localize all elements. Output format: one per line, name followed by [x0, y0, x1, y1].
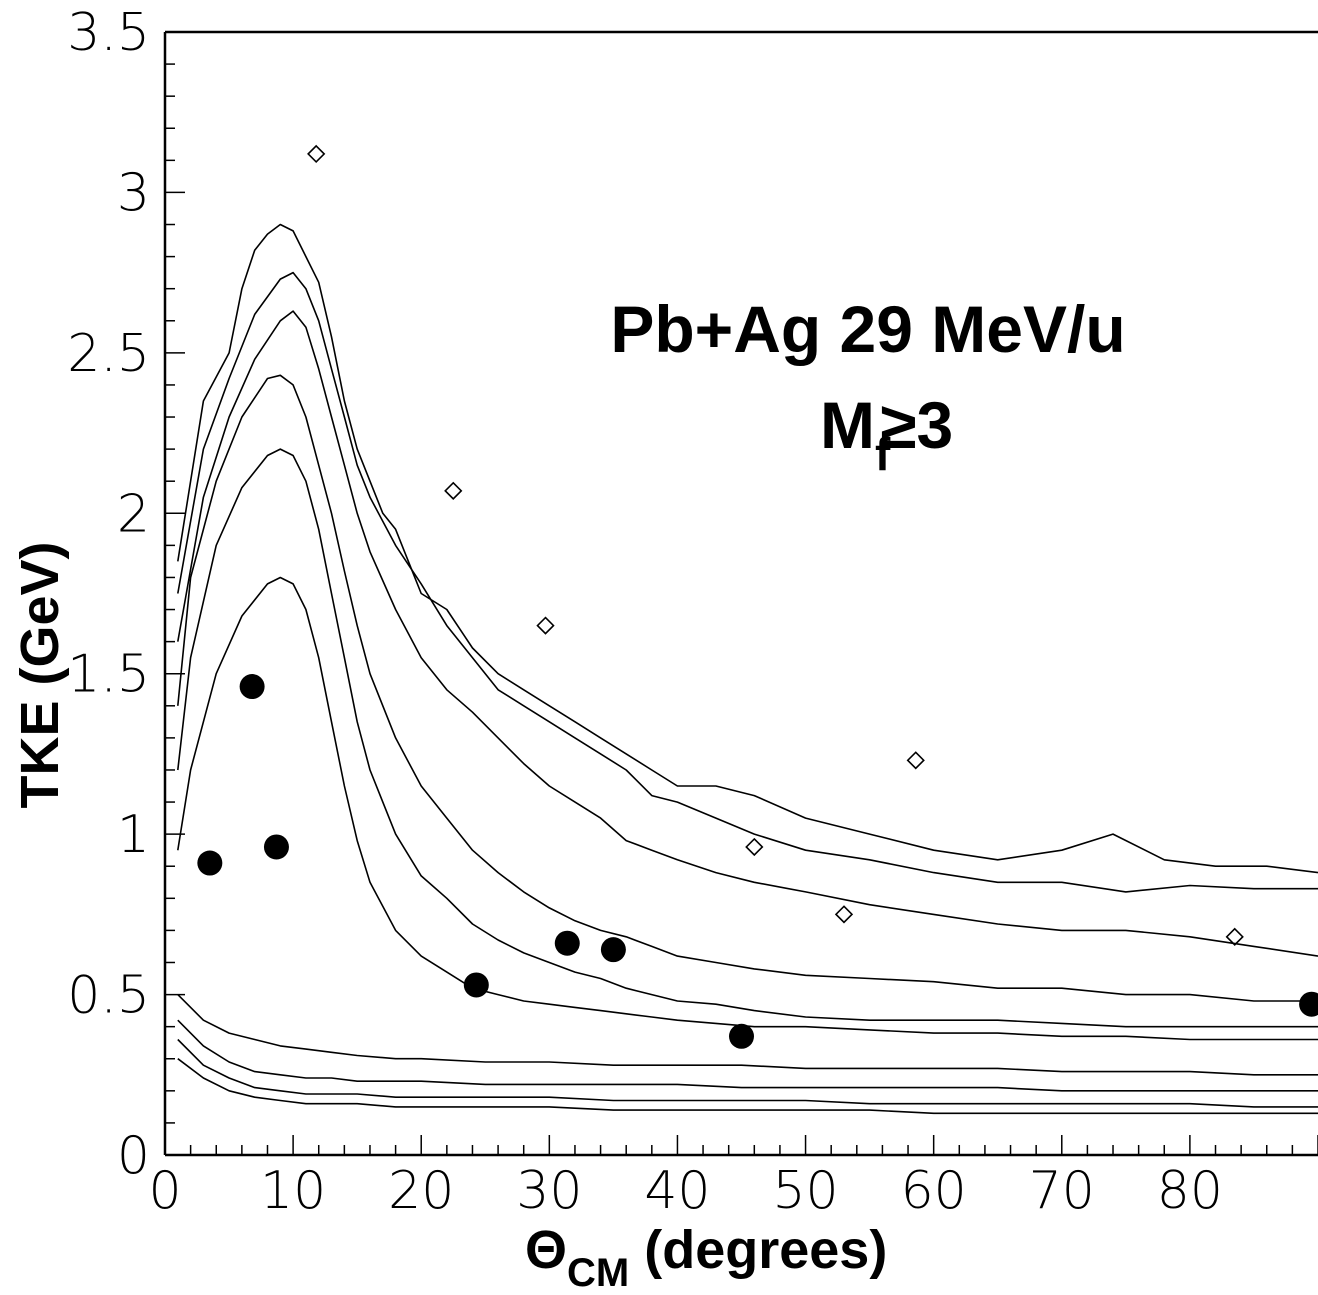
x-tick-label: 60	[901, 1161, 967, 1221]
contour-level-6	[177, 576, 1318, 1041]
y-tick-label: 1.5	[67, 645, 150, 705]
contour-level-5	[177, 448, 1318, 1028]
data-point	[197, 850, 223, 876]
data-point	[729, 1023, 754, 1049]
x-tick-label: 20	[388, 1161, 454, 1221]
diamond-marker	[745, 837, 764, 857]
contour-level-1	[177, 223, 1318, 874]
contour-level-9	[177, 1038, 1318, 1108]
diamond-marker	[307, 144, 326, 164]
diamond-marker	[1225, 927, 1244, 946]
x-tick-label: 10	[260, 1161, 326, 1221]
data-points	[197, 674, 1318, 1049]
x-tick-label: 50	[772, 1161, 838, 1221]
data-point	[463, 972, 489, 998]
contour-level-7	[177, 994, 1318, 1076]
data-point	[554, 930, 580, 956]
x-axis-rest: (degrees)	[629, 1220, 887, 1280]
diamond-marker	[536, 616, 555, 635]
data-point	[263, 834, 289, 860]
x-tick-label: 0	[148, 1161, 181, 1221]
plot-frame	[163, 30, 1318, 1157]
x-tick-label: 30	[516, 1161, 582, 1221]
contour-level-4	[177, 374, 1318, 1002]
annotation-rest: ≥3	[880, 388, 953, 462]
annotation-m: M	[820, 388, 875, 462]
diamond-marker	[906, 751, 925, 770]
x-axis-sub: CM	[567, 1251, 629, 1295]
y-axis-title: TKE (GeV)	[10, 541, 70, 808]
y-tick-label: 0	[117, 1126, 150, 1186]
tick-labels: 0 10 20 30 40 50 60 70 80 0 0.5 1 1.5 2 2.5 3 3.5	[67, 3, 1223, 1221]
x-axis-theta: Θ	[525, 1220, 567, 1280]
annotation-sub: f	[875, 428, 891, 480]
x-tick-label: 80	[1157, 1161, 1223, 1221]
x-axis-title: ΘCM (degrees)	[525, 1220, 887, 1295]
y-tick-label: 2	[117, 484, 150, 544]
x-tick-label: 70	[1029, 1161, 1095, 1221]
axis-ticks	[164, 31, 1318, 1156]
y-tick-label: 0.5	[67, 966, 150, 1026]
diamond-marker	[444, 481, 463, 500]
y-tick-label: 3	[117, 163, 150, 223]
contour-level-8	[177, 1019, 1318, 1092]
contour-lines	[177, 223, 1318, 1115]
data-point	[239, 674, 265, 700]
contour-level-2	[177, 271, 1318, 893]
contour-level-3	[177, 310, 1318, 957]
x-tick-label: 40	[644, 1161, 710, 1221]
annotation-line2: Mf≥3	[820, 388, 953, 480]
y-tick-label: 1	[117, 805, 150, 865]
y-tick-label: 3.5	[67, 3, 150, 63]
data-point	[1299, 991, 1318, 1017]
data-point	[600, 937, 626, 963]
annotation-line1: Pb+Ag 29 MeV/u	[610, 292, 1125, 366]
diamond-marker	[834, 905, 854, 924]
y-tick-label: 2.5	[67, 324, 150, 384]
isolated-markers	[307, 144, 1244, 946]
contour-level-10	[177, 1058, 1318, 1115]
